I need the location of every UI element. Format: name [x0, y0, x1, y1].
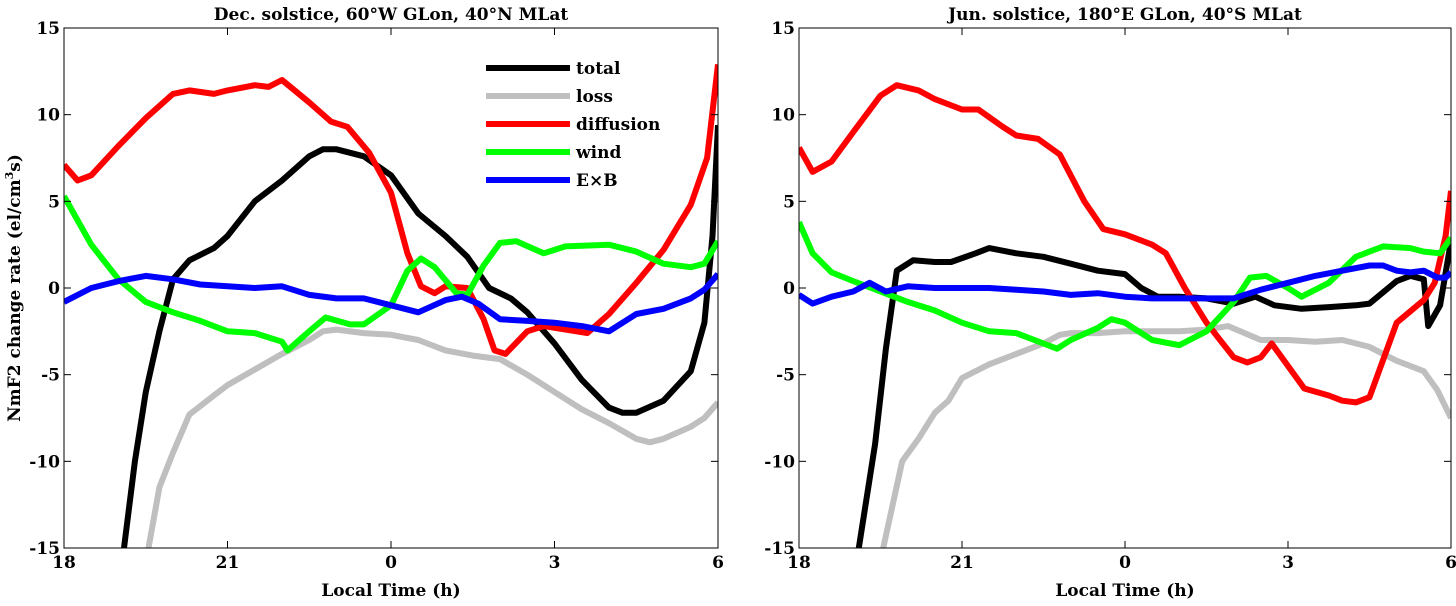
- legend-label-diffusion: diffusion: [576, 115, 660, 135]
- series-line-exb: [799, 262, 1451, 307]
- y-axis-label-tail: s): [5, 154, 25, 172]
- x-tick-label: 0: [1119, 553, 1131, 573]
- series-line-loss: [880, 323, 1451, 548]
- series-line-loss: [145, 326, 718, 548]
- y-axis-label: NmF2 change rate (el/cm3s): [3, 154, 25, 422]
- y-tick-label: -10: [764, 452, 795, 472]
- y-tick-label: -15: [764, 539, 795, 559]
- series-line-wind: [799, 220, 1451, 352]
- y-tick-label: -5: [776, 366, 795, 386]
- x-tick-label: 21: [216, 553, 240, 573]
- x-tick-label: 6: [1445, 553, 1456, 573]
- y-tick-label: 10: [36, 106, 60, 126]
- y-axis-label-sup: 3: [3, 172, 16, 180]
- y-tick-label: 5: [783, 192, 795, 212]
- y-tick-label: -10: [29, 452, 60, 472]
- chart-title: Dec. solstice, 60°W GLon, 40°N MLat: [214, 5, 569, 25]
- chart-title: Jun. solstice, 180°E GLon, 40°S MLat: [946, 5, 1302, 25]
- x-axis-label: Local Time (h): [321, 581, 460, 601]
- x-tick-label: 0: [385, 553, 397, 573]
- chart-panel-2: 18 21 0 3 6 -15 -10 -5 0 5 10 15 Jun. solstice, 180°…: [764, 5, 1456, 601]
- x-tick-label: 18: [52, 553, 76, 573]
- legend: total loss diffusion wind E×B: [486, 59, 660, 191]
- chart-panel-1: 18 21 0 3 6 -15 -10 -5 0 5 10 15 Dec. solstice, 60°W…: [3, 5, 724, 601]
- y-tick-label: 10: [771, 106, 795, 126]
- series-line-total: [121, 124, 718, 548]
- series-group: [64, 64, 718, 548]
- legend-label-exb: E×B: [576, 171, 618, 191]
- y-axis-label-main: NmF2 change rate (el/cm: [5, 179, 25, 421]
- y-tick-label: 15: [36, 19, 60, 39]
- x-tick-label: 6: [712, 553, 724, 573]
- series-group: [799, 82, 1451, 548]
- x-tick-label: 21: [950, 553, 974, 573]
- legend-label-total: total: [576, 59, 621, 79]
- x-tick-label: 18: [787, 553, 811, 573]
- y-tick-label: 15: [771, 19, 795, 39]
- x-tick-label: 3: [549, 553, 561, 573]
- series-line-wind: [64, 194, 718, 354]
- x-tick-label: 3: [1282, 553, 1294, 573]
- y-tick-label: 5: [48, 192, 60, 212]
- y-tick-label: 0: [783, 279, 795, 299]
- x-axis-label: Local Time (h): [1055, 581, 1194, 601]
- y-tick-label: -15: [29, 539, 60, 559]
- legend-label-wind: wind: [575, 143, 621, 163]
- series-line-diffusion: [799, 82, 1451, 406]
- legend-label-loss: loss: [576, 87, 613, 107]
- series-line-exb: [64, 272, 718, 335]
- y-tick-label: -5: [41, 366, 60, 386]
- y-tick-label: 0: [48, 279, 60, 299]
